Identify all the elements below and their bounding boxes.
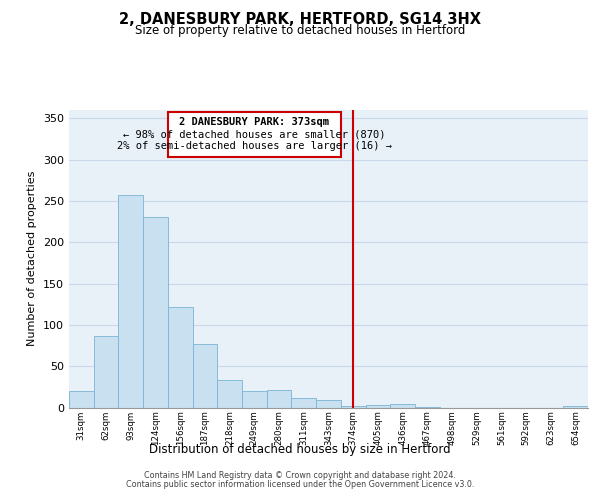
Text: Contains public sector information licensed under the Open Government Licence v3: Contains public sector information licen… (126, 480, 474, 489)
Bar (168, 306, 193, 408)
Bar (69, 391, 94, 407)
Text: 2, DANESBURY PARK, HERTFORD, SG14 3HX: 2, DANESBURY PARK, HERTFORD, SG14 3HX (119, 12, 481, 28)
Bar (341, 406, 365, 407)
Bar (217, 380, 242, 407)
Bar (193, 344, 217, 408)
Bar (365, 405, 390, 407)
Y-axis label: Number of detached properties: Number of detached properties (28, 171, 37, 346)
Text: 2 DANESBURY PARK: 373sqm: 2 DANESBURY PARK: 373sqm (179, 118, 329, 128)
Bar (94, 336, 118, 407)
Bar (267, 390, 292, 407)
Bar (242, 391, 267, 407)
Bar (316, 400, 341, 407)
Bar (563, 406, 588, 407)
Bar (415, 406, 440, 408)
Text: Size of property relative to detached houses in Hertford: Size of property relative to detached ho… (135, 24, 465, 37)
Bar (390, 404, 415, 407)
Text: Distribution of detached houses by size in Hertford: Distribution of detached houses by size … (149, 442, 451, 456)
Text: ← 98% of detached houses are smaller (870): ← 98% of detached houses are smaller (87… (123, 130, 386, 140)
Bar (143, 216, 168, 408)
Bar (118, 195, 143, 408)
Text: 2% of semi-detached houses are larger (16) →: 2% of semi-detached houses are larger (1… (117, 142, 392, 152)
Bar (292, 398, 316, 407)
FancyBboxPatch shape (168, 112, 341, 157)
Text: Contains HM Land Registry data © Crown copyright and database right 2024.: Contains HM Land Registry data © Crown c… (144, 471, 456, 480)
